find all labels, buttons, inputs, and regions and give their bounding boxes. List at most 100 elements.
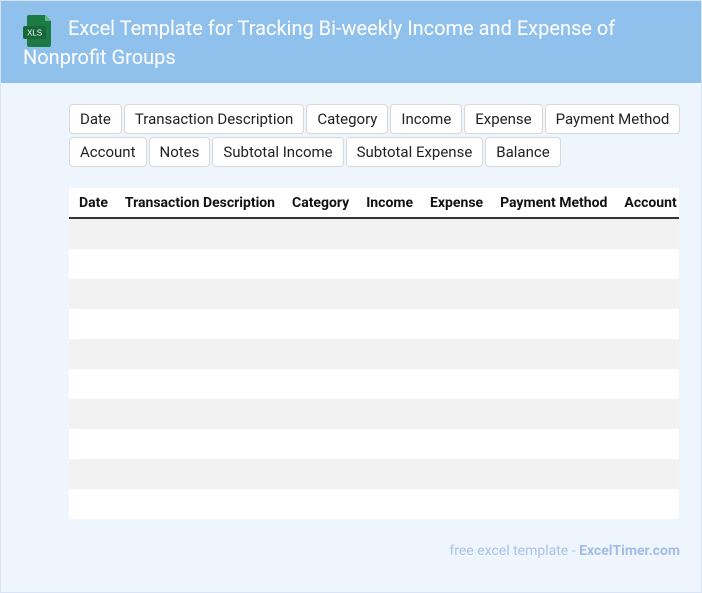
table-cell <box>282 249 357 279</box>
title: Excel Template for Tracking Bi-weekly In… <box>23 16 616 69</box>
table-cell <box>356 489 421 519</box>
table-cell <box>114 459 283 489</box>
table-cell <box>490 429 615 459</box>
table-cell <box>356 309 421 339</box>
table-cell <box>356 218 421 249</box>
table-cell <box>282 339 357 369</box>
column-header: Income <box>356 188 421 219</box>
table-cell <box>490 369 615 399</box>
tag-list: Date Transaction Description Category Incom… <box>69 104 685 167</box>
table-cell <box>614 339 679 369</box>
table-cell <box>69 399 115 429</box>
table-cell <box>69 249 115 279</box>
table-cell <box>420 218 491 249</box>
table-cell <box>420 369 491 399</box>
table-cell <box>420 429 491 459</box>
table-cell <box>356 249 421 279</box>
table-row <box>69 459 679 489</box>
table-cell <box>282 218 357 249</box>
table-cell <box>356 459 421 489</box>
table-cell <box>69 369 115 399</box>
table-cell <box>114 309 283 339</box>
table-cell <box>614 489 679 519</box>
table-cell <box>69 459 115 489</box>
table-cell <box>490 489 615 519</box>
table-cell <box>420 249 491 279</box>
footer-site[interactable]: ExcelTimer.com <box>579 543 680 559</box>
table-cell <box>69 279 115 309</box>
table-cell <box>420 279 491 309</box>
table-cell <box>356 399 421 429</box>
tag: Notes <box>148 137 211 167</box>
table-row <box>69 369 679 399</box>
table-cell <box>69 309 115 339</box>
header-row: Date Transaction Description Category Incom… <box>69 188 679 219</box>
xls-icon: XLS <box>23 15 51 47</box>
table-cell <box>114 279 283 309</box>
table-cell <box>614 309 679 339</box>
table-cell <box>614 279 679 309</box>
table-cell <box>614 249 679 279</box>
table-cell <box>114 249 283 279</box>
table-cell <box>356 429 421 459</box>
table-cell <box>114 399 283 429</box>
table-cell <box>614 459 679 489</box>
table-row <box>69 309 679 339</box>
table-cell <box>69 429 115 459</box>
table-cell <box>69 218 115 249</box>
tag: Income <box>390 104 463 134</box>
icon-label: XLS <box>27 29 42 38</box>
table-cell <box>614 399 679 429</box>
footer: free excel template - ExcelTimer.com <box>449 543 680 559</box>
table-cell <box>490 399 615 429</box>
table-cell <box>356 279 421 309</box>
table-cell <box>490 339 615 369</box>
tag: Date <box>69 104 122 134</box>
table-row <box>69 399 679 429</box>
table-cell <box>420 489 491 519</box>
table-cell <box>490 218 615 249</box>
tag: Subtotal Expense <box>345 137 484 167</box>
table-row <box>69 339 679 369</box>
table-cell <box>282 369 357 399</box>
table-cell <box>420 459 491 489</box>
table-cell <box>420 399 491 429</box>
table-cell <box>114 429 283 459</box>
column-header: Category <box>282 188 357 219</box>
column-header: Expense <box>420 188 491 219</box>
tag: Transaction Description <box>123 104 305 134</box>
table-row <box>69 218 679 249</box>
table-cell <box>356 339 421 369</box>
tag: Expense <box>464 104 543 134</box>
table-row <box>69 279 679 309</box>
table-cell <box>69 339 115 369</box>
table-cell <box>614 369 679 399</box>
table-cell <box>282 399 357 429</box>
column-header: Transaction Description <box>114 188 283 219</box>
table-cell <box>614 218 679 249</box>
table-cell <box>282 279 357 309</box>
tag: Account <box>69 137 147 167</box>
column-header: Payment Method <box>490 188 615 219</box>
table-cell <box>282 459 357 489</box>
tag: Balance <box>485 137 561 167</box>
table-wrap: Date Transaction Description Category Incom… <box>69 188 679 519</box>
table-cell <box>282 309 357 339</box>
header: XLS Excel Template for Tracking Bi-weekl… <box>1 1 701 83</box>
tag: Payment Method <box>544 104 681 134</box>
table-row <box>69 429 679 459</box>
column-header: Account <box>614 188 679 219</box>
table-cell <box>356 369 421 399</box>
table-row <box>69 249 679 279</box>
column-header: Date <box>69 188 115 219</box>
table-cell <box>114 369 283 399</box>
table-cell <box>114 489 283 519</box>
table-cell <box>282 429 357 459</box>
table-row <box>69 489 679 519</box>
table-cell <box>614 429 679 459</box>
table: Date Transaction Description Category Incom… <box>69 188 679 519</box>
tag: Subtotal Income <box>212 137 344 167</box>
table-cell <box>420 309 491 339</box>
